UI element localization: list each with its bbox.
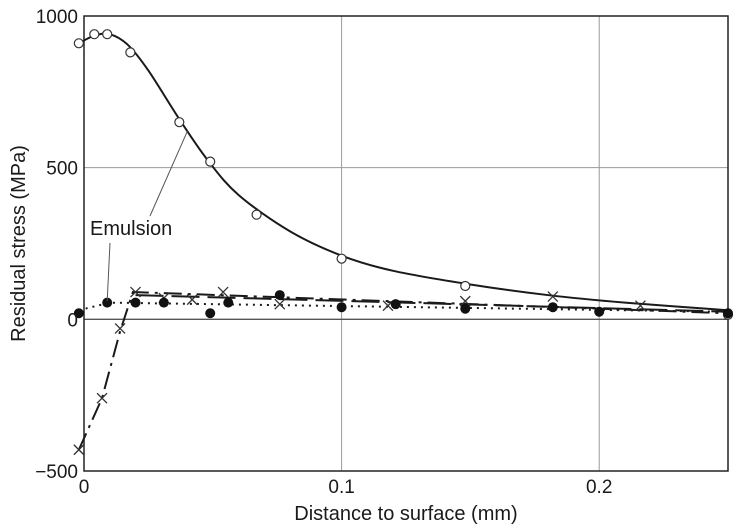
series-line-long-dash <box>135 294 729 313</box>
filled-circle-marker <box>460 303 471 314</box>
y-tick-label: 500 <box>46 159 78 180</box>
cross-marker <box>274 298 286 310</box>
cross-marker <box>96 392 108 404</box>
cross-marker <box>217 286 229 298</box>
open-circle-marker <box>73 38 84 49</box>
x-tick-label: 0.2 <box>586 477 612 498</box>
cross-marker <box>634 300 646 312</box>
y-axis-title: Residual stress (MPa) <box>8 145 30 342</box>
cross-marker <box>459 295 471 307</box>
cross-marker <box>130 286 141 298</box>
open-circle-marker <box>102 29 113 40</box>
y-tick-label: 1000 <box>36 7 78 28</box>
cross-marker <box>114 322 126 334</box>
open-circle-marker <box>125 47 136 58</box>
open-circle-marker <box>205 156 216 167</box>
filled-circle-marker <box>205 308 216 319</box>
filled-circle-marker <box>547 302 558 313</box>
plot-frame <box>83 15 729 472</box>
filled-circle-marker <box>158 297 169 308</box>
x-tick-label: 0.1 <box>328 477 354 498</box>
annotation-label: Emulsion <box>90 218 172 240</box>
open-circle-marker <box>336 253 347 264</box>
open-circle-marker <box>89 29 100 40</box>
filled-circle-marker <box>594 306 605 317</box>
cross-marker <box>547 291 559 303</box>
open-circle-marker <box>174 117 185 128</box>
filled-circle-marker <box>73 308 84 319</box>
x-axis-title: Distance to surface (mm) <box>294 503 517 525</box>
open-circle-marker <box>460 280 471 292</box>
series-line-solid <box>78 32 729 312</box>
filled-circle-marker <box>723 308 733 319</box>
filled-circle-marker <box>130 297 141 308</box>
open-circle-marker <box>251 209 262 220</box>
grid <box>83 15 728 472</box>
cross-marker <box>73 444 85 456</box>
x-tick-label: 0 <box>79 477 90 498</box>
annotation-leader-line <box>106 242 111 302</box>
y-tick-label: −500 <box>35 462 78 483</box>
filled-circle-marker <box>274 290 285 301</box>
series-line-dash-dot <box>77 291 729 451</box>
filled-circle-marker <box>223 297 234 308</box>
series-lines <box>77 32 729 451</box>
series-markers <box>73 29 734 456</box>
filled-circle-marker <box>336 302 347 313</box>
y-tick-label: 0 <box>67 310 78 331</box>
emulsion-annotation: Emulsion <box>90 131 188 302</box>
cross-marker <box>186 294 198 306</box>
filled-circle-marker <box>102 297 113 308</box>
annotation-leader-line <box>149 131 188 217</box>
filled-circle-marker <box>390 299 401 310</box>
